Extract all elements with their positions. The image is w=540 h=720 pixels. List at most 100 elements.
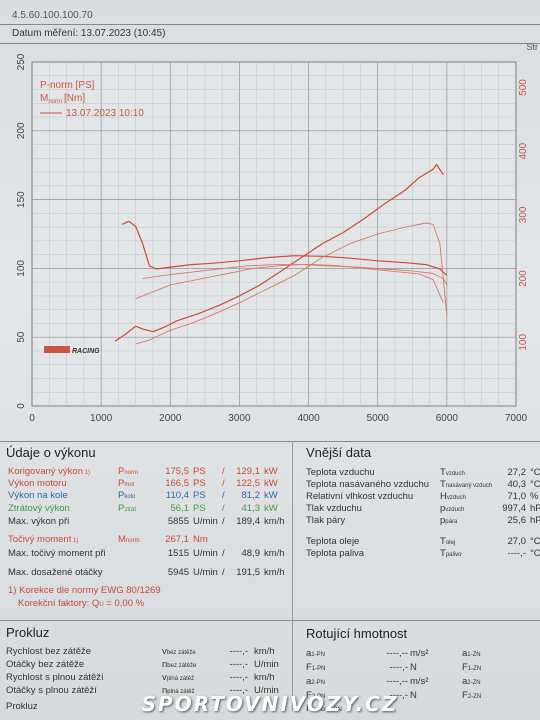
ext-symbol: Tpalivo xyxy=(440,548,462,559)
rot-symbol-letter: F xyxy=(306,662,312,673)
ext-symbol: ppára xyxy=(440,515,457,526)
perf-label-text: Ztrátový výkon xyxy=(8,503,70,514)
perf-row-label: Korigovaný výkon 1) xyxy=(8,466,90,477)
max-rpm-sep: / xyxy=(222,567,225,578)
prokluz-symbol-letter: v xyxy=(162,646,167,657)
perf-symbol-sub: norm xyxy=(124,470,139,476)
x-tick-label: 1000 xyxy=(90,413,113,424)
perf-label-text: Výkon motoru xyxy=(8,478,67,489)
torque-symbol: Mnorm xyxy=(118,534,140,545)
rot-symbol-sub: rot-celk-PN xyxy=(311,707,342,713)
rot-symbol-2-sub: 1-ZN xyxy=(467,666,482,672)
prokluz-row-label: Otáčky s plnou zátěží xyxy=(6,685,97,696)
racing-logo: RACING xyxy=(44,346,100,355)
perf-value-2: 129,1 xyxy=(236,466,260,477)
y-right-tick-label: 100 xyxy=(518,334,529,351)
perf-symbol-sub: mot xyxy=(124,482,135,488)
ext-value: 25,6 xyxy=(507,515,527,526)
max-rpm-value: 5945 xyxy=(167,567,189,578)
ext-unit: °C xyxy=(530,548,540,559)
torque-at-speed-unit: km/h xyxy=(264,548,285,559)
torque-unit: Nm xyxy=(193,534,208,545)
prokluz-symbol-sub: bez zátěže xyxy=(166,650,196,656)
perf-symbol: Pmot xyxy=(118,478,134,489)
factor-sub: U xyxy=(99,602,104,608)
ext-value: 27,2 xyxy=(507,467,527,478)
prokluz-symbol: nbez zátěže xyxy=(162,659,196,670)
y-right-tick-label: 300 xyxy=(518,206,529,223)
ext-symbol-sub: palivo xyxy=(445,552,462,558)
y-right-tick-label: 500 xyxy=(518,79,529,96)
perf-unit-2: kW xyxy=(264,490,278,501)
prokluz-value: ----,- xyxy=(229,659,248,670)
perf-separator: / xyxy=(222,490,225,501)
prokluz-symbol-letter: n xyxy=(162,659,168,670)
ext-value: 71,0 xyxy=(507,491,527,502)
rot-value: ----,- xyxy=(389,662,408,673)
ext-symbol-sub: olej xyxy=(445,540,456,546)
rot-symbol: F1-PN xyxy=(306,662,325,673)
torque-note: 1) xyxy=(71,538,79,544)
rot-unit: m/s² xyxy=(410,648,429,659)
series-line-4 xyxy=(135,263,444,303)
perf-separator: / xyxy=(222,466,225,477)
perf-unit-1: PS xyxy=(193,490,206,501)
legend: P-norm [PS] Mnorm [Nm] 13.07.2023 10:10 xyxy=(40,80,144,119)
ext-symbol-letter: H xyxy=(440,491,447,502)
perf-symbol: Pkolo xyxy=(118,490,135,501)
perf-unit-1: PS xyxy=(193,503,206,514)
correction-note: 1) Korekce dle normy EWG 80/1269 xyxy=(8,585,161,596)
ext-title: Vnější data xyxy=(306,445,372,460)
x-tick-label: 6000 xyxy=(436,413,459,424)
logo-text: RACING xyxy=(72,348,100,355)
perf-value-2: 122,5 xyxy=(236,478,260,489)
torque-symbol-sub: norm xyxy=(125,538,140,544)
logo-mark xyxy=(44,346,70,353)
ext-row-label: Tlak vzduchu xyxy=(306,503,362,514)
max-rpm-label: Max. dosažené otáčky xyxy=(8,567,103,578)
rot-value: ----,-- xyxy=(386,648,408,659)
rot-symbol-letter: a xyxy=(306,648,312,659)
prokluz-value: ----,- xyxy=(229,685,248,696)
ext-row-label: Teplota vzduchu xyxy=(306,467,375,478)
rot-unit: m/s² xyxy=(410,676,429,687)
y-right-tick-label: 400 xyxy=(518,142,529,159)
perf-value-1: 175,5 xyxy=(165,466,189,477)
legend-torque-sym: M xyxy=(40,93,48,104)
rot-symbol: F2-PN xyxy=(306,690,325,701)
measurement-date: Datum měření: 13.07.2023 (10:45) xyxy=(12,28,165,39)
perf-label-note: 1) xyxy=(82,470,90,476)
prokluz-symbol-sub: bez zátěže xyxy=(167,663,197,669)
prokluz-value: ----,- xyxy=(229,646,248,657)
prokluz-unit: km/h xyxy=(254,672,275,683)
prokluz-unit: km/h xyxy=(254,646,275,657)
ext-value: ----,- xyxy=(507,548,526,559)
column-divider xyxy=(292,441,293,711)
ext-unit: hPa xyxy=(530,515,540,526)
prokluz-symbol: vbez zátěže xyxy=(162,646,196,657)
header-rule xyxy=(0,24,540,25)
x-tick-label: 7000 xyxy=(505,413,528,424)
max-rpm-unit: U/min xyxy=(193,567,218,578)
ext-unit: % xyxy=(530,491,539,502)
rot-symbol-2-letter: a xyxy=(462,676,468,687)
perf-unit-2: kW xyxy=(264,478,278,489)
y-left-tick-label: 150 xyxy=(16,191,27,208)
torque-label-text: Točivý moment xyxy=(8,534,72,545)
document-code: 4.5.60.100.100.70 xyxy=(12,10,93,21)
series-line-3 xyxy=(142,264,448,286)
y-right-tick-label: 200 xyxy=(518,270,529,287)
perf-row-label: Výkon na kole xyxy=(8,490,68,501)
torque-at-speed: 48,9 xyxy=(241,548,261,559)
rot-symbol-2: a2-ZN xyxy=(462,676,481,687)
perf-unit-1: PS xyxy=(193,466,206,477)
rot-symbol-2-letter: F xyxy=(462,662,468,673)
section-rule-2 xyxy=(0,620,540,621)
rot-symbol-2: F1-ZN xyxy=(462,662,481,673)
y-left-tick-label: 0 xyxy=(16,403,27,409)
rot-title: Rotující hmotnost xyxy=(306,626,408,641)
max-rpm-speed: 191,5 xyxy=(236,567,260,578)
ext-unit: °C xyxy=(530,536,540,547)
rot-symbol-sub: 2-PN xyxy=(311,694,326,700)
rot-symbol-2: F2-ZN xyxy=(462,690,481,701)
